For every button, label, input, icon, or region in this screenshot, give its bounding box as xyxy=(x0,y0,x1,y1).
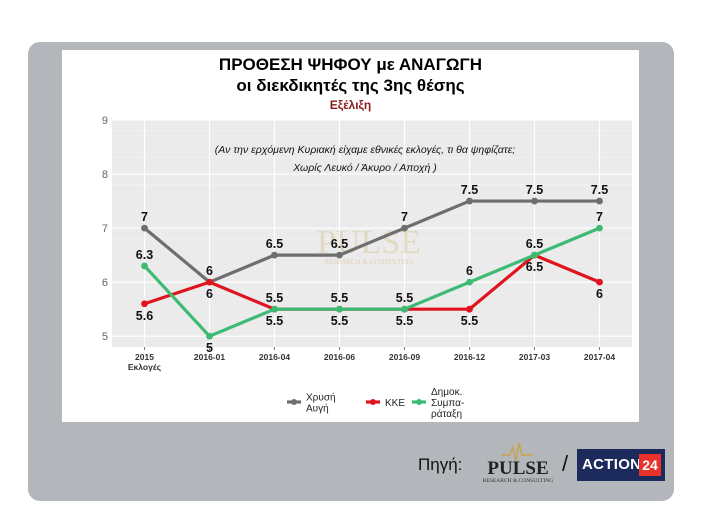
data-label: 5 xyxy=(206,341,213,355)
data-label: 5.5 xyxy=(461,314,478,328)
legend-label: Συμπα- xyxy=(431,398,464,409)
data-label: 6 xyxy=(206,264,213,278)
data-label: 7 xyxy=(141,210,148,224)
data-point xyxy=(336,305,343,313)
data-point xyxy=(271,251,278,259)
data-point xyxy=(401,305,408,313)
data-label: 6 xyxy=(596,287,603,301)
data-point xyxy=(596,278,603,286)
x-tick-label: 2017-03 xyxy=(519,352,550,362)
y-tick-label: 9 xyxy=(102,115,108,127)
x-tick-label: 2016-01 xyxy=(194,352,225,362)
data-label: 7 xyxy=(401,210,408,224)
chart-title: ΠΡΟΘΕΣΗ ΨΗΦΟΥ με ΑΝΑΓΩΓΗ xyxy=(218,55,483,74)
legend-swatch-dot xyxy=(370,399,376,405)
data-label: 6 xyxy=(206,287,213,301)
data-point xyxy=(596,224,603,232)
data-point xyxy=(271,305,278,313)
y-tick-label: 5 xyxy=(102,331,108,343)
legend-label: ΚΚΕ xyxy=(385,398,405,409)
x-tick-label: 2016-04 xyxy=(259,352,290,362)
source-line: Πηγή: PULSE RESEARCH & CONSULTING / ACTI… xyxy=(418,442,668,487)
legend-swatch-dot xyxy=(291,399,297,405)
pulse-logo-heartbeat xyxy=(502,442,532,462)
data-point xyxy=(141,300,148,308)
data-point xyxy=(466,305,473,313)
data-label: 5.5 xyxy=(266,314,283,328)
data-point xyxy=(141,262,148,270)
data-label: 5.5 xyxy=(396,291,413,305)
source-separator: / xyxy=(562,451,569,476)
data-label: 5.5 xyxy=(331,314,348,328)
data-label: 7 xyxy=(596,210,603,224)
data-label: 6.5 xyxy=(526,260,543,274)
data-point xyxy=(336,251,343,259)
data-point xyxy=(141,224,148,232)
chart-panel: ΠΡΟΘΕΣΗ ΨΗΦΟΥ με ΑΝΑΓΩΓΗ οι διεκδικητές … xyxy=(62,50,639,422)
x-tick-label: 2017-04 xyxy=(584,352,615,362)
chart-frame: ΠΡΟΘΕΣΗ ΨΗΦΟΥ με ΑΝΑΓΩΓΗ οι διεκδικητές … xyxy=(28,42,674,501)
y-tick-label: 8 xyxy=(102,169,108,181)
y-tick-label: 7 xyxy=(102,223,108,235)
series-line xyxy=(143,199,600,284)
legend-swatch-dot xyxy=(416,399,422,405)
pulse-logo: PULSE RESEARCH & CONSULTING xyxy=(483,442,553,484)
source-label: Πηγή: xyxy=(418,455,463,474)
data-label: 6.5 xyxy=(331,237,348,251)
x-tick-label: 2016-09 xyxy=(389,352,420,362)
legend-label: Δημοκ. xyxy=(431,387,462,398)
data-point xyxy=(466,197,473,205)
pulse-logo-sub: RESEARCH & CONSULTING xyxy=(483,478,553,484)
data-point xyxy=(401,224,408,232)
data-label: 5.5 xyxy=(331,291,348,305)
legend-label: ράταξη xyxy=(431,408,462,420)
data-point xyxy=(531,251,538,259)
action24-logo: ACTION 24 xyxy=(577,449,665,481)
data-point xyxy=(596,197,603,205)
action24-logo-number: 24 xyxy=(639,454,661,476)
x-tick-label: 2016-06 xyxy=(324,352,355,362)
data-label: 7.5 xyxy=(526,183,543,197)
data-point xyxy=(206,278,213,286)
y-tick-label: 6 xyxy=(102,277,108,289)
data-label: 5.5 xyxy=(266,291,283,305)
data-point xyxy=(466,278,473,286)
data-label: 7.5 xyxy=(461,183,478,197)
series-line xyxy=(143,226,601,338)
pulse-logo-text: PULSE xyxy=(487,458,548,479)
data-label: 6.5 xyxy=(526,237,543,251)
data-label: 6.5 xyxy=(266,237,283,251)
chart-title-line2: οι διεκδικητές της 3ης θέσης xyxy=(236,76,465,95)
data-label: 7.5 xyxy=(591,183,608,197)
data-label: 5.6 xyxy=(136,309,153,323)
chart-subtitle: Εξέλιξη xyxy=(329,98,372,112)
data-label: 5.5 xyxy=(396,314,413,328)
x-tick-label: 2016-12 xyxy=(454,352,485,362)
chart-annotation: Χωρίς Λευκό / Άκυρο / Αποχή ) xyxy=(292,162,437,174)
x-tick-label: 2015 xyxy=(135,352,154,362)
x-tick-label: Εκλογές xyxy=(128,362,162,372)
legend-label: Χρυσή xyxy=(306,392,336,404)
watermark-subtext: RESEARCH & CONSULTING xyxy=(324,258,414,266)
action24-logo-text: ACTION xyxy=(582,456,642,473)
data-label: 6.3 xyxy=(136,248,153,262)
data-point xyxy=(531,197,538,205)
data-point xyxy=(206,332,213,340)
data-label: 6 xyxy=(466,264,473,278)
legend-label: Αυγή xyxy=(306,403,329,415)
chart-annotation: (Αν την ερχόμενη Κυριακή είχαμε εθνικές … xyxy=(215,144,516,156)
